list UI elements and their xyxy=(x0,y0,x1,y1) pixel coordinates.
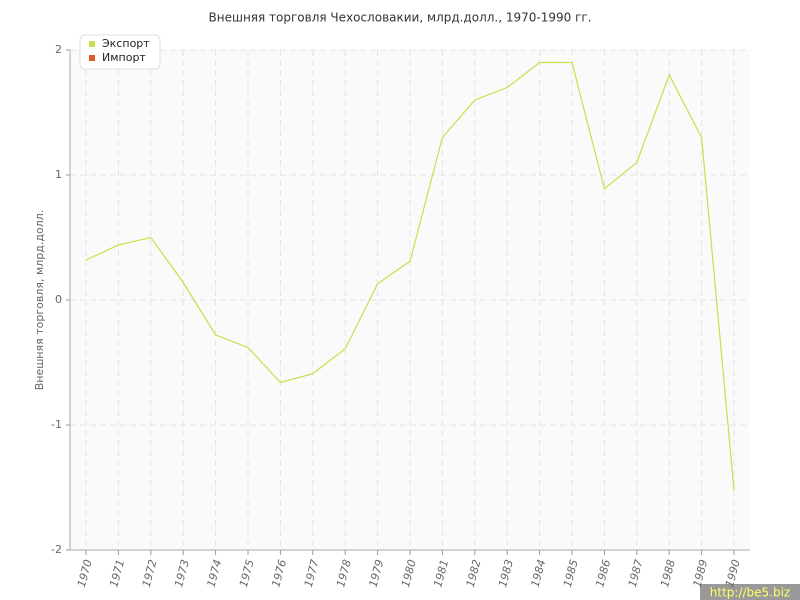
x-tick-label: 1972 xyxy=(140,558,160,588)
x-tick-label: 1981 xyxy=(431,558,451,588)
y-tick-label: -1 xyxy=(51,418,62,431)
y-tick-label: 1 xyxy=(55,168,62,181)
legend-swatch xyxy=(89,41,95,47)
chart-title: Внешняя торговля Чехословакии, млрд.долл… xyxy=(209,11,592,25)
y-axis-label: Внешняя торговля, млрд.долл. xyxy=(33,210,46,391)
x-tick-label: 1974 xyxy=(205,558,225,588)
watermark: http://be5.biz xyxy=(710,586,790,600)
x-tick-label: 1970 xyxy=(75,558,95,588)
x-tick-label: 1979 xyxy=(367,558,387,588)
x-tick-label: 1977 xyxy=(302,558,322,588)
x-tick-label: 1973 xyxy=(172,558,192,588)
x-tick-label: 1987 xyxy=(626,558,646,588)
x-tick-label: 1975 xyxy=(237,558,257,588)
legend-box xyxy=(79,34,161,70)
y-tick-label: 2 xyxy=(55,43,62,56)
legend-swatch xyxy=(89,55,95,61)
x-tick-label: 1986 xyxy=(593,558,613,588)
x-tick-label: 1976 xyxy=(269,558,289,588)
x-tick-label: 1980 xyxy=(399,558,419,588)
x-tick-label: 1985 xyxy=(561,558,581,588)
x-tick-label: 1982 xyxy=(464,558,484,588)
series-line xyxy=(85,61,735,491)
legend-label: Импорт xyxy=(102,51,146,64)
watermark-background xyxy=(700,584,800,600)
x-tick-label: 1983 xyxy=(496,558,516,588)
x-tick-label: 1978 xyxy=(334,558,354,588)
x-tick-label: 1984 xyxy=(529,558,549,588)
y-tick-label: 0 xyxy=(55,293,62,306)
x-tick-label: 1971 xyxy=(107,558,127,588)
x-tick-label: 1988 xyxy=(658,558,678,588)
y-tick-label: -2 xyxy=(51,543,62,556)
legend-label: Экспорт xyxy=(102,37,150,50)
